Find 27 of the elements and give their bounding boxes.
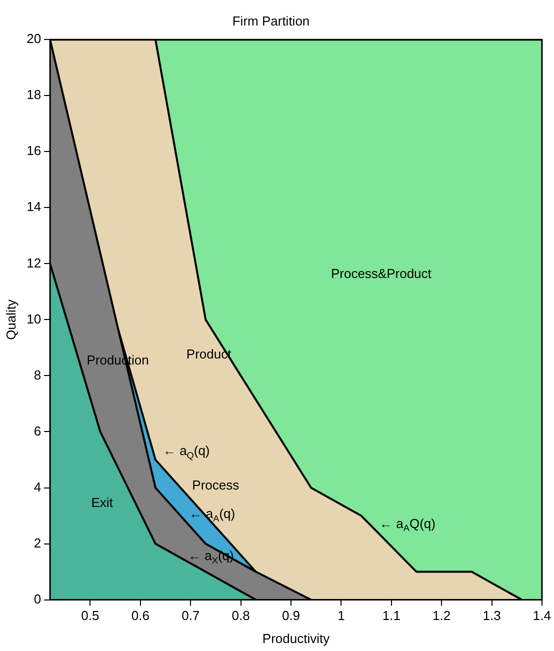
series-label: Exit xyxy=(91,495,114,510)
y-tick-label: 4 xyxy=(34,479,42,494)
x-tick-label: 1.1 xyxy=(382,608,400,624)
x-tick-label: 1.2 xyxy=(432,608,451,624)
y-tick-label: 10 xyxy=(26,311,42,326)
x-tick-label: 1.3 xyxy=(482,608,501,624)
y-tick-label: 18 xyxy=(26,87,42,102)
x-tick-label: 1.4 xyxy=(532,608,552,624)
x-tick-label: 0.7 xyxy=(182,608,200,624)
y-tick-label: 12 xyxy=(26,255,42,270)
y-tick-label: 2 xyxy=(34,535,42,550)
x-tick-label: 0.8 xyxy=(232,608,250,624)
y-tick-label: 8 xyxy=(34,367,42,382)
x-tick-label: 0.6 xyxy=(131,608,150,624)
x-tick-label: 0.5 xyxy=(81,608,100,624)
y-tick-label: 6 xyxy=(34,423,42,438)
y-tick-label: 14 xyxy=(26,199,42,214)
series-label: Process xyxy=(192,477,240,492)
y-tick-label: 0 xyxy=(34,591,42,606)
series-label: Process&Product xyxy=(330,266,432,281)
x-tick-label: 1 xyxy=(338,608,345,624)
y-tick-label: 16 xyxy=(26,143,42,158)
chart-title: Firm Partition xyxy=(232,13,310,28)
x-tick-label: 0.9 xyxy=(282,608,300,624)
y-tick-label: 20 xyxy=(26,31,42,46)
x-axis-title: Productivity xyxy=(262,630,330,646)
y-axis-title: Quality xyxy=(3,298,18,340)
